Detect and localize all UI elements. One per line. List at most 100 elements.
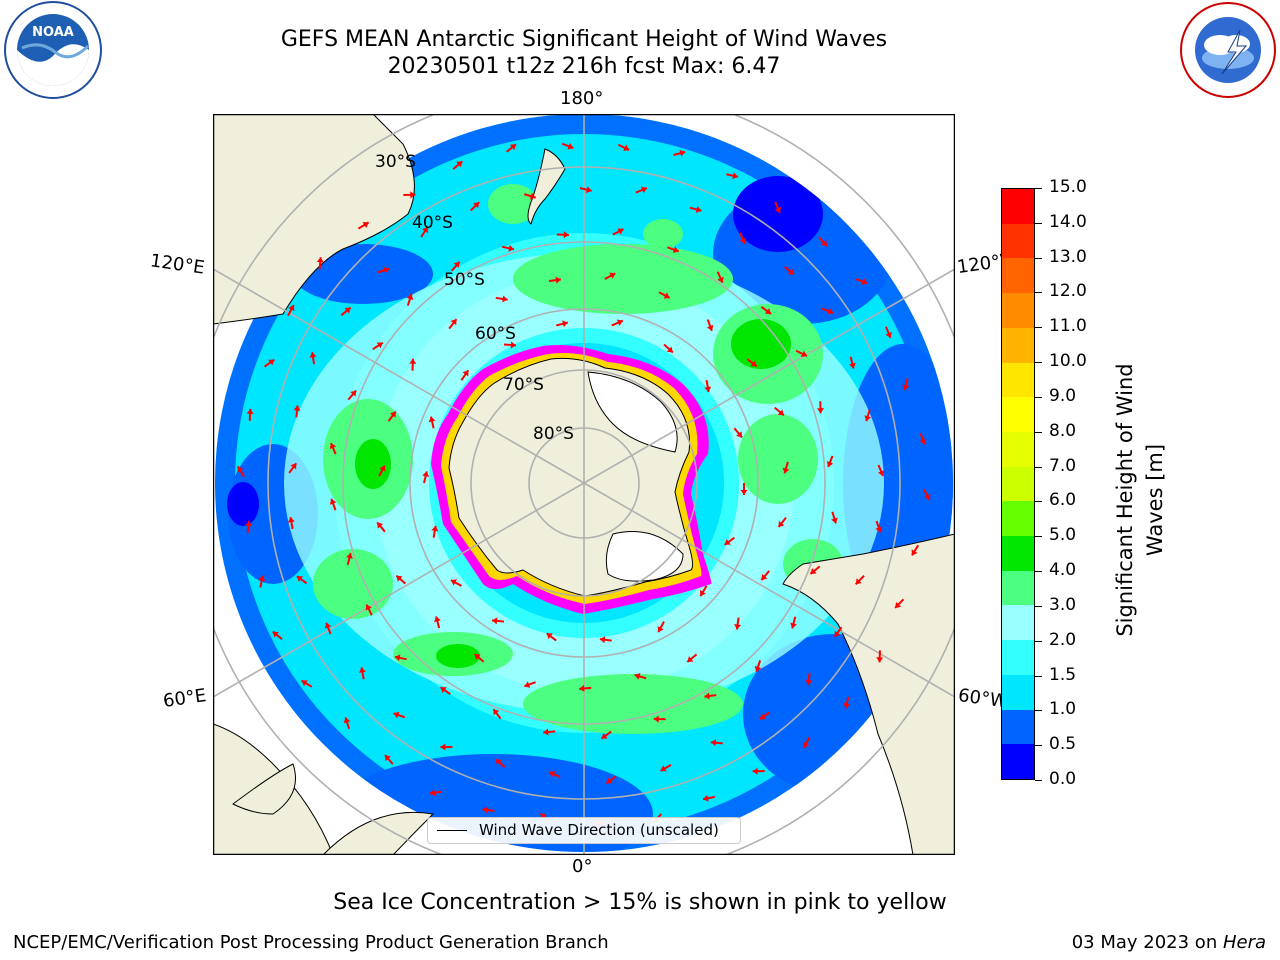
lat-label-40s: 40°S (412, 213, 453, 233)
wave-arrow-head (288, 305, 295, 312)
wave-arrow-head (752, 767, 758, 775)
wave-arrow-head (301, 680, 308, 687)
wave-arrow-head (826, 461, 834, 468)
wave-arrow-head (761, 574, 768, 581)
wave-arrow-head (704, 386, 712, 392)
lat-label-70s: 70°S (503, 375, 544, 395)
wave-arrow-head (329, 498, 337, 505)
wave-arrow-head (343, 717, 351, 724)
wave-arrow-head (359, 667, 366, 673)
colorbar-tick-label: 7.0 (1049, 455, 1077, 476)
colorbar-tick-mark (1035, 396, 1042, 398)
wave-arrow-head (732, 172, 739, 180)
wave-arrow-head (377, 522, 384, 529)
wave-arrow-head (350, 390, 357, 397)
lat-label-50s: 50°S (444, 270, 485, 290)
wave-arrow-head (422, 226, 428, 234)
map-legend: Wind Wave Direction (unscaled) (427, 817, 741, 844)
wave-arrow-head (750, 360, 757, 367)
wave-arrow-head (623, 144, 630, 151)
wave-arrow-head (376, 342, 383, 349)
wave-arrow-head (657, 626, 664, 633)
wave-arrow-head (287, 517, 295, 523)
ice-shelf (587, 371, 678, 453)
wave-arrow-head (803, 741, 810, 748)
wave-arrow-head (549, 770, 556, 778)
wave-arrow-head (777, 409, 784, 416)
colorbar-tick-mark (1035, 745, 1042, 747)
colorbar-tick-label: 1.0 (1049, 699, 1077, 720)
colorbar-tick-mark (1035, 222, 1042, 224)
wave-arrow-head (599, 636, 606, 644)
wave-arrow-head (344, 307, 351, 314)
wave-arrow-head (831, 517, 838, 524)
colorbar-tick-mark (1035, 571, 1042, 573)
wave-arrow-head (919, 438, 927, 445)
colorbar-band (1002, 397, 1034, 432)
colorbar-band (1002, 640, 1034, 675)
nws-logo (1176, 0, 1280, 100)
wave-arrow-head (546, 633, 553, 640)
footer-host: Hera (1222, 932, 1266, 953)
wave-arrow-head (895, 601, 902, 608)
wave-arrow-head (567, 142, 574, 150)
wave-arrow-head (699, 590, 706, 597)
wave-arrow-head (431, 525, 439, 532)
colorbar-ticks: 0.0 0.5 1.0 1.5 2.0 3.0 4.0 5.0 6.0 7.0 8.0 9.0 10.0… (1035, 177, 1095, 789)
noaa-logo: NOAA (0, 0, 105, 100)
wave-arrow-head (524, 681, 531, 688)
wave-arrow-head (422, 471, 430, 478)
colorbar-tick-mark (1035, 327, 1042, 329)
wave-arrow-head (493, 709, 500, 716)
colorbar-tick-label: 2.0 (1049, 629, 1077, 650)
colorbar-tick-mark (1035, 188, 1042, 189)
lon-label-0: 0° (572, 856, 593, 877)
colorbar-band (1002, 258, 1034, 294)
colorbar-band (1002, 744, 1034, 779)
wave-arrow-head (734, 624, 742, 630)
wave-arrow-head (724, 538, 731, 545)
wave-arrow-head (754, 665, 762, 672)
colorbar (1001, 188, 1035, 780)
wave-arrow-head (563, 231, 569, 239)
colorbar-band (1002, 431, 1034, 467)
wave-arrow-head (606, 777, 613, 784)
colorbar-tick-mark (1035, 466, 1042, 468)
wave-arrow-head (790, 622, 797, 629)
colorbar-tick-mark (1035, 257, 1042, 259)
map-panel (212, 113, 956, 856)
colorbar-tick-label: 4.0 (1049, 560, 1077, 581)
wave-arrow-head (710, 739, 717, 747)
wave-arrow-head (296, 576, 303, 582)
continents (213, 114, 955, 855)
colorbar-tick-label: 15.0 (1049, 177, 1087, 197)
colorbar-tick-mark (1035, 362, 1042, 364)
wave-arrow-head (739, 237, 747, 244)
colorbar-band (1002, 536, 1034, 571)
wave-arrow-head (450, 319, 457, 326)
wave-arrow-head (774, 207, 782, 213)
colorbar-band (1002, 223, 1034, 259)
wave-arrow-head (346, 553, 353, 559)
wave-arrow-head (666, 346, 673, 353)
wave-arrow-head (617, 228, 624, 235)
wave-arrow-head (787, 268, 794, 275)
wave-arrow-head (290, 463, 297, 470)
colorbar-band (1002, 327, 1034, 363)
wave-arrow-head (703, 794, 709, 802)
wave-arrow-head (864, 415, 872, 422)
wave-arrow-head (827, 307, 834, 315)
map-frame (212, 113, 956, 856)
map-title: GEFS MEAN Antarctic Significant Height o… (280, 27, 888, 52)
wave-arrow-head (704, 692, 710, 700)
lon-label-120w: 120°W (955, 250, 1005, 279)
colorbar-tick-label: 5.0 (1049, 525, 1077, 546)
wave-arrow-head (876, 657, 884, 663)
wave-arrow-head (778, 520, 785, 528)
wave-arrow-head (875, 526, 883, 533)
wave-arrow-head (453, 261, 460, 268)
wave-arrow-head (316, 257, 324, 263)
colorbar-band (1002, 466, 1034, 502)
wave-arrow-head (529, 192, 536, 200)
wave-arrow-head (810, 568, 817, 574)
